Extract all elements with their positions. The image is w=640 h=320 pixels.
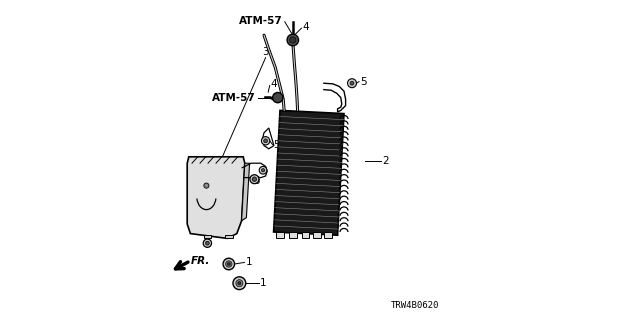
Circle shape <box>204 183 209 188</box>
Circle shape <box>250 175 259 184</box>
Circle shape <box>262 169 265 172</box>
Bar <box>225 235 233 238</box>
Text: 4: 4 <box>270 79 277 89</box>
Circle shape <box>259 166 267 174</box>
Text: 5: 5 <box>274 140 280 150</box>
Text: ATM-57: ATM-57 <box>239 16 283 26</box>
Text: 5: 5 <box>253 176 259 186</box>
Circle shape <box>264 139 268 143</box>
Circle shape <box>350 81 354 85</box>
Circle shape <box>287 34 298 46</box>
Polygon shape <box>276 232 284 238</box>
Circle shape <box>233 277 246 290</box>
Circle shape <box>273 92 283 103</box>
Circle shape <box>238 282 241 285</box>
Circle shape <box>289 37 296 43</box>
Polygon shape <box>313 232 321 238</box>
Circle shape <box>227 262 230 266</box>
Text: TRW4B0620: TRW4B0620 <box>390 301 439 310</box>
Circle shape <box>348 79 356 88</box>
Text: FR.: FR. <box>191 256 211 266</box>
Text: 5: 5 <box>360 76 367 87</box>
Circle shape <box>226 261 232 267</box>
Circle shape <box>236 280 243 287</box>
Circle shape <box>204 239 211 247</box>
Circle shape <box>262 137 270 145</box>
Polygon shape <box>274 110 344 235</box>
Polygon shape <box>324 232 332 238</box>
Circle shape <box>252 177 257 181</box>
Polygon shape <box>187 157 245 238</box>
Polygon shape <box>242 163 250 221</box>
Text: 1: 1 <box>260 278 266 288</box>
Text: 2: 2 <box>383 156 389 166</box>
Circle shape <box>205 241 209 245</box>
Text: ATM-57: ATM-57 <box>212 92 256 103</box>
Circle shape <box>223 258 235 270</box>
Text: 3: 3 <box>262 47 269 57</box>
Bar <box>204 235 211 238</box>
Text: 1: 1 <box>246 257 252 268</box>
Polygon shape <box>302 232 310 238</box>
Polygon shape <box>289 232 297 238</box>
Text: 4: 4 <box>302 22 309 32</box>
